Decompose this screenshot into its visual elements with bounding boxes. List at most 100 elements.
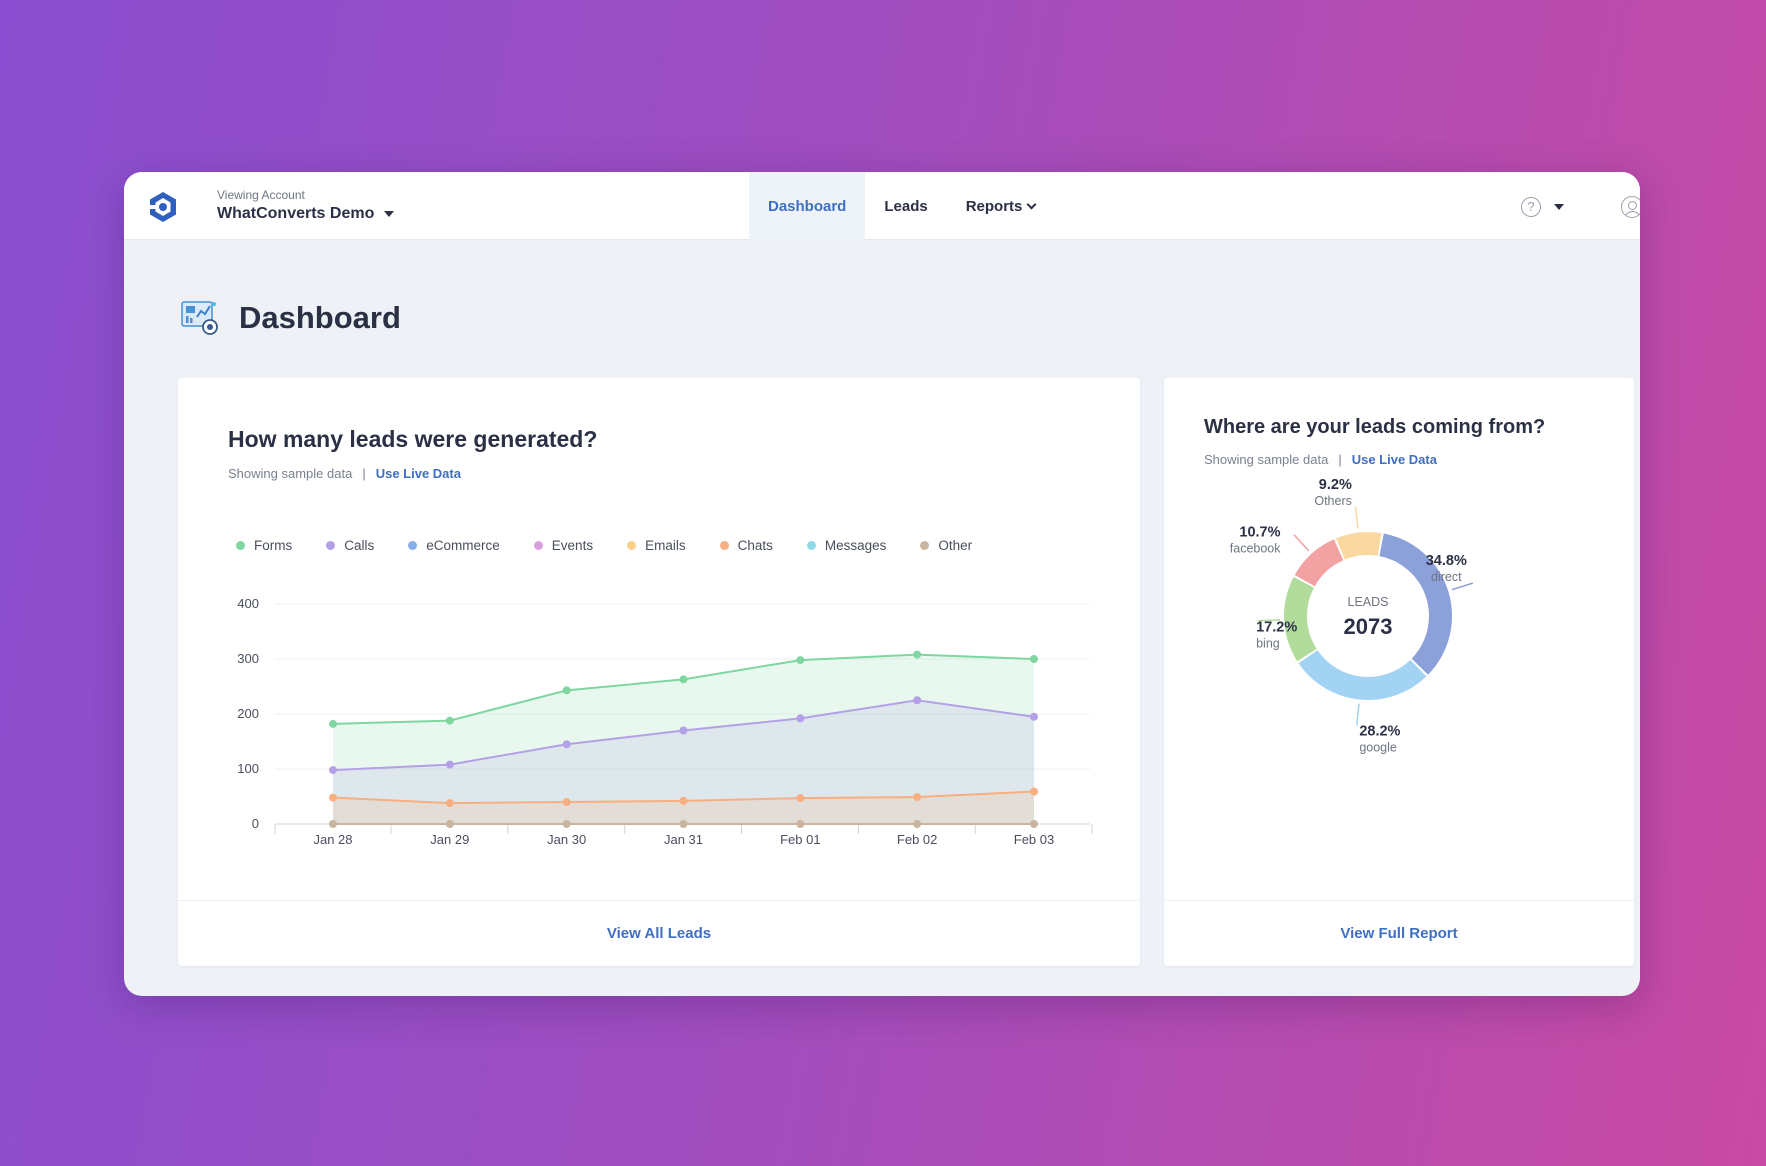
donut-slice-others[interactable]: [1336, 532, 1382, 560]
data-point-calls[interactable]: [445, 760, 454, 769]
x-tick-label: Feb 02: [897, 832, 937, 847]
x-tick-label: Jan 29: [430, 832, 469, 847]
data-point-other[interactable]: [796, 820, 805, 828]
data-point-calls[interactable]: [679, 726, 688, 735]
legend-dot: [236, 541, 245, 550]
data-point-chats[interactable]: [913, 793, 922, 802]
x-tick-label: Jan 31: [664, 832, 703, 847]
x-tick-label: Feb 03: [1014, 832, 1054, 847]
data-point-chats[interactable]: [445, 799, 454, 808]
data-point-forms[interactable]: [679, 675, 688, 684]
data-point-calls[interactable]: [796, 714, 805, 723]
data-point-other[interactable]: [329, 820, 337, 828]
data-point-forms[interactable]: [1030, 655, 1038, 663]
legend-label: Other: [938, 538, 973, 553]
legend-item-chats[interactable]: Chats: [719, 538, 773, 553]
series-area-calls: [333, 700, 1034, 824]
x-tick-label: Jan 28: [313, 832, 352, 847]
whatconverts-logo-icon[interactable]: [146, 190, 180, 224]
legend-dot: [533, 541, 543, 550]
data-point-calls[interactable]: [329, 766, 337, 775]
leads-generated-card: How many leads were generated? Showing s…: [178, 378, 1140, 966]
legend-label: eCommerce: [426, 538, 500, 553]
data-point-chats[interactable]: [562, 798, 571, 806]
view-all-leads-link[interactable]: View All Leads: [606, 925, 712, 942]
nav-reports-label: Reports: [965, 197, 1023, 215]
legend-item-other[interactable]: Other: [920, 538, 972, 553]
slice-percent-label: 34.8%: [1426, 553, 1467, 569]
data-point-forms[interactable]: [329, 719, 337, 728]
nav-leads-label: Leads: [884, 197, 928, 215]
user-circle-icon[interactable]: [1621, 196, 1640, 218]
caret-down-icon[interactable]: [384, 211, 395, 217]
nav-leads[interactable]: Leads: [865, 172, 946, 240]
donut-slice-direct[interactable]: [1379, 533, 1452, 675]
account-switcher[interactable]: Viewing Account WhatConverts Demo: [217, 188, 395, 223]
slice-name-label: google: [1359, 740, 1397, 754]
donut-slice-google[interactable]: [1298, 650, 1427, 700]
legend-item-forms[interactable]: Forms: [236, 538, 292, 553]
legend-item-messages[interactable]: Messages: [806, 538, 887, 553]
legend-dot: [627, 541, 637, 550]
legend-item-emails[interactable]: Emails: [627, 538, 686, 553]
leads-card-footer: View All Leads: [178, 900, 1140, 966]
legend-label: Events: [551, 538, 594, 553]
sources-card-subtitle: Showing sample data | Use Live Data: [1204, 452, 1437, 467]
legend-label: Messages: [824, 538, 887, 553]
sources-card-footer: View Full Report: [1164, 900, 1634, 966]
help-caret-down-icon[interactable]: [1554, 204, 1564, 210]
sample-data-text: Showing sample data: [228, 466, 353, 481]
dashboard-page-icon: [181, 301, 218, 335]
data-point-forms[interactable]: [445, 716, 454, 725]
data-point-chats[interactable]: [796, 794, 805, 803]
data-point-calls[interactable]: [913, 696, 922, 705]
main-nav: Dashboard Leads Reports: [749, 172, 1054, 240]
nav-reports[interactable]: Reports: [947, 172, 1055, 240]
legend-label: Calls: [344, 538, 375, 553]
legend-item-events[interactable]: Events: [533, 538, 594, 553]
use-live-data-link[interactable]: Use Live Data: [1351, 452, 1437, 467]
view-full-report-link[interactable]: View Full Report: [1340, 925, 1458, 942]
data-point-other[interactable]: [445, 820, 454, 828]
slice-name-label: direct: [1431, 570, 1462, 584]
donut-slice-bing[interactable]: [1284, 577, 1317, 662]
data-point-other[interactable]: [679, 820, 688, 828]
data-point-forms[interactable]: [913, 650, 922, 659]
sample-data-text: Showing sample data: [1204, 452, 1329, 467]
data-point-other[interactable]: [1030, 820, 1038, 828]
slice-percent-label: 9.2%: [1319, 477, 1352, 493]
data-point-chats[interactable]: [329, 793, 337, 802]
slice-leader-line: [1293, 534, 1310, 552]
legend-label: Emails: [645, 538, 686, 553]
slice-percent-label: 17.2%: [1256, 619, 1297, 635]
legend-item-calls[interactable]: Calls: [326, 538, 374, 553]
legend-label: Forms: [254, 538, 293, 553]
x-tick-label: Jan 30: [547, 832, 586, 847]
question-circle-icon[interactable]: ?: [1521, 197, 1541, 217]
account-name[interactable]: WhatConverts Demo: [217, 205, 375, 222]
use-live-data-link[interactable]: Use Live Data: [375, 466, 461, 481]
separator: |: [362, 466, 366, 481]
page-title: Dashboard: [239, 300, 401, 335]
nav-dashboard[interactable]: Dashboard: [749, 172, 866, 240]
data-point-other[interactable]: [913, 820, 922, 828]
donut-slice-facebook[interactable]: [1294, 539, 1344, 587]
slice-leader-line: [1258, 619, 1281, 622]
legend-item-ecommerce[interactable]: eCommerce: [408, 538, 500, 553]
legend-dot: [806, 541, 816, 550]
series-area-chats: [333, 791, 1034, 824]
slice-leader-line: [1356, 703, 1360, 726]
data-point-calls[interactable]: [562, 740, 571, 749]
y-tick-label: 0: [252, 816, 259, 831]
data-point-calls[interactable]: [1030, 712, 1038, 721]
data-point-other[interactable]: [562, 820, 571, 828]
separator: |: [1338, 452, 1342, 467]
viewing-account-label: Viewing Account: [217, 188, 305, 202]
data-point-forms[interactable]: [796, 656, 805, 665]
y-tick-label: 100: [237, 761, 259, 776]
app-window: Viewing Account WhatConverts Demo Dashbo…: [124, 172, 1640, 996]
data-point-forms[interactable]: [562, 686, 571, 695]
legend-dot: [326, 541, 336, 550]
data-point-chats[interactable]: [1030, 787, 1038, 796]
data-point-chats[interactable]: [679, 796, 688, 805]
